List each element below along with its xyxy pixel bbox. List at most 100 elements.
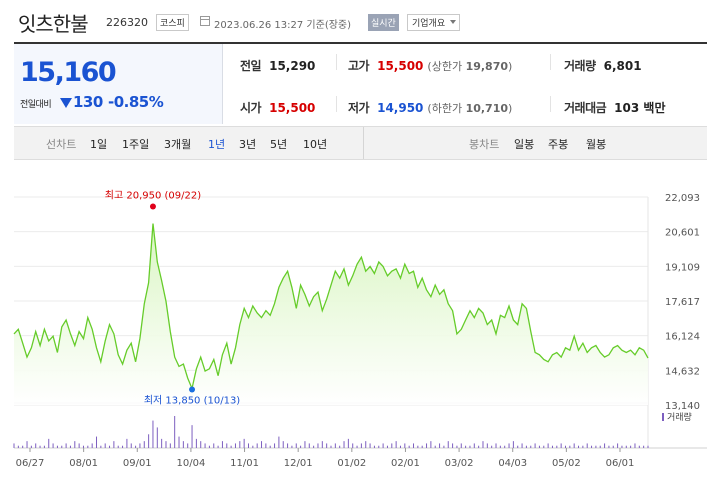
tab-period-3m[interactable]: 3개월 — [164, 138, 192, 151]
volume-bar — [113, 441, 115, 448]
max-annotation: 최고 20,950 (09/22) — [105, 190, 201, 202]
price-change-rate: -0.85% — [108, 93, 164, 111]
volume-bar — [91, 443, 93, 448]
volume-bar — [408, 445, 410, 448]
volume-bar — [39, 445, 41, 448]
tab-period-10y[interactable]: 10년 — [303, 138, 328, 151]
volume-bar — [434, 445, 436, 448]
volume-bar — [604, 443, 606, 448]
volume-bar — [465, 445, 467, 448]
volume-legend: 거래량 — [662, 410, 692, 423]
volume-bar — [100, 445, 102, 448]
volume-bar — [534, 443, 536, 448]
volume-bar — [625, 445, 627, 448]
volume-bar — [139, 443, 141, 448]
y-tick-label: 19,109 — [665, 262, 700, 273]
volume-bar — [274, 443, 276, 448]
volume-bar — [512, 441, 514, 448]
volume-bar — [460, 443, 462, 448]
realtime-badge[interactable]: 실시간 — [368, 14, 399, 31]
volume-bar — [469, 445, 471, 448]
volume-bar — [525, 445, 527, 448]
volume-bar — [334, 443, 336, 448]
stat-volume-value: 6,801 — [603, 59, 642, 73]
x-tick-label: 12/01 — [284, 458, 313, 469]
upper-limit-label: (상한가 — [427, 60, 466, 73]
tab-candle-weekly[interactable]: 주봉 — [548, 138, 569, 151]
volume-bar — [573, 443, 575, 448]
volume-bar — [617, 443, 619, 448]
tab-candle-daily[interactable]: 일봉 — [514, 138, 535, 151]
volume-bar — [234, 443, 236, 448]
tab-period-1y[interactable]: 1년 — [208, 138, 226, 151]
volume-bar — [208, 445, 210, 448]
x-tick-label: 09/01 — [123, 458, 152, 469]
divider — [550, 54, 551, 70]
x-tick-label: 04/03 — [498, 458, 527, 469]
stat-high: 고가 15,500 (상한가 19,870) — [348, 57, 512, 74]
volume-bar — [391, 443, 393, 448]
volume-bar — [373, 445, 375, 448]
volume-bar — [74, 441, 76, 448]
tab-period-1d[interactable]: 1일 — [90, 138, 108, 151]
volume-bar — [43, 445, 45, 448]
volume-bar — [174, 416, 176, 448]
price-line — [13, 223, 649, 391]
volume-bar — [78, 443, 80, 448]
volume-bar — [447, 441, 449, 448]
volume-bar — [499, 445, 501, 448]
volume-bar — [278, 436, 280, 448]
stat-lower-limit: (하한가 10,710) — [427, 102, 512, 115]
volume-bar — [569, 445, 571, 448]
volume-bar — [486, 443, 488, 448]
volume-bar — [564, 445, 566, 448]
stat-open: 시가 15,500 — [240, 99, 315, 116]
volume-bar — [508, 443, 510, 448]
market-badge: 코스피 — [156, 14, 189, 31]
volume-bar — [104, 443, 106, 448]
volume-bar — [35, 443, 37, 448]
volume-bar — [330, 445, 332, 448]
volume-bar — [439, 443, 441, 448]
volume-bar — [239, 441, 241, 448]
volume-bar — [352, 443, 354, 448]
stat-low-value: 14,950 — [377, 101, 424, 115]
tab-period-1w[interactable]: 1주일 — [122, 138, 150, 151]
volume-bar — [643, 445, 645, 448]
tab-period-5y[interactable]: 5년 — [270, 138, 288, 151]
volume-bar — [96, 436, 98, 448]
stat-amount: 거래대금 103 백만 — [564, 99, 665, 116]
volume-bar — [217, 445, 219, 448]
x-tick-label: 02/01 — [391, 458, 420, 469]
tab-period-3y[interactable]: 3년 — [239, 138, 257, 151]
volume-bar — [204, 443, 206, 448]
volume-bar — [612, 445, 614, 448]
volume-bar — [413, 443, 415, 448]
volume-bar — [308, 443, 310, 448]
x-tick-label: 11/01 — [230, 458, 259, 469]
volume-bar — [443, 445, 445, 448]
volume-bar — [547, 443, 549, 448]
volume-bar — [195, 438, 197, 448]
stat-amount-label: 거래대금 — [564, 101, 607, 115]
line-chart-label: 선차트 — [46, 138, 77, 151]
tab-candle-monthly[interactable]: 월봉 — [586, 138, 607, 151]
stat-high-value: 15,500 — [377, 59, 424, 73]
header-divider — [14, 42, 707, 44]
volume-bar — [109, 445, 111, 448]
company-overview-label: 기업개요 — [412, 19, 446, 29]
lower-limit-label: (하한가 — [427, 102, 466, 115]
volume-bar — [343, 441, 345, 448]
volume-bar — [317, 443, 319, 448]
volume-bar — [378, 445, 380, 448]
company-overview-button[interactable]: 기업개요 — [407, 14, 461, 31]
stock-code: 226320 — [106, 16, 148, 29]
price-area — [14, 223, 648, 405]
stat-low-label: 저가 — [348, 101, 370, 115]
volume-bar — [187, 443, 189, 448]
x-tick-label: 05/02 — [552, 458, 581, 469]
down-triangle-icon — [60, 98, 72, 108]
volume-bar — [261, 441, 263, 448]
tabs-divider — [363, 127, 364, 159]
volume-bar — [634, 443, 636, 448]
